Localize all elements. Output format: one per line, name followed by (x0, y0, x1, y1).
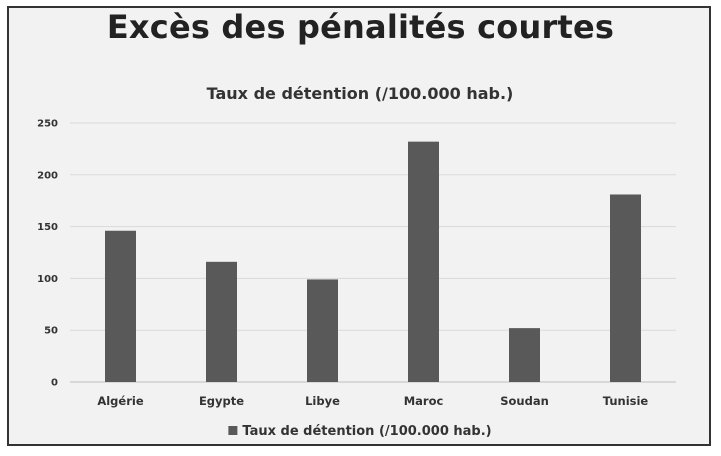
gridlines (70, 122, 676, 383)
page-title: Excès des pénalités courtes (106, 8, 615, 46)
chart-title: Taux de détention (/100.000 hab.) (207, 84, 514, 103)
x-tick-label: Egypte (199, 394, 244, 408)
y-axis-ticks: 0 50 100 150 200 250 (37, 119, 58, 389)
y-tick-label: 50 (44, 326, 58, 337)
x-tick-label: Libye (305, 394, 340, 408)
y-tick-label: 100 (37, 274, 58, 285)
bar-tunisie (610, 194, 641, 382)
x-axis-labels: Algérie Egypte Libye Maroc Soudan Tunisie (97, 394, 648, 408)
x-tick-label: Tunisie (603, 394, 649, 408)
x-tick-label: Soudan (500, 394, 549, 408)
bar-libye (307, 279, 338, 382)
bar-algérie (105, 230, 136, 382)
bars (105, 141, 641, 382)
x-tick-label: Algérie (97, 394, 143, 408)
y-tick-label: 250 (37, 119, 58, 130)
y-tick-label: 150 (37, 222, 58, 233)
y-tick-label: 0 (51, 378, 58, 389)
x-tick-label: Maroc (404, 394, 444, 408)
legend-label: Taux de détention (/100.000 hab.) (242, 424, 491, 439)
bar-egypte (206, 261, 237, 382)
legend: Taux de détention (/100.000 hab.) (228, 424, 492, 439)
bar-maroc (408, 141, 439, 382)
bar-soudan (509, 328, 540, 382)
legend-swatch (228, 426, 238, 435)
y-tick-label: 200 (37, 170, 58, 181)
